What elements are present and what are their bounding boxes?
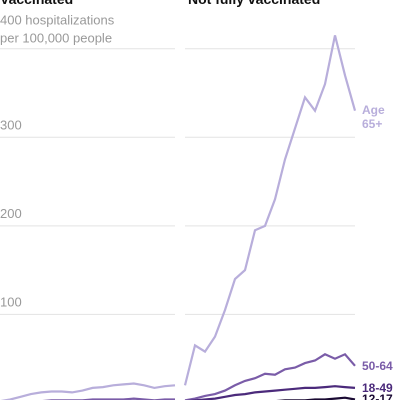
series-line (0, 382, 176, 400)
y-tick-label: 200 (0, 206, 22, 221)
y-tick-label: 100 (0, 294, 22, 309)
panel-title: Vaccinated (0, 0, 73, 7)
y-tick-label: 400 hospitalizations (0, 13, 115, 28)
series-label: Age 65+ (362, 102, 385, 131)
series-label: 12-17 (362, 392, 393, 400)
series-label: 50-64 (362, 358, 393, 373)
series-line (276, 396, 356, 400)
series-line (183, 35, 357, 386)
series-label: 18-49 (362, 380, 393, 395)
series-line (184, 352, 356, 400)
y-tick-label: 300 (0, 117, 22, 132)
panel-title: Not fully vaccinated (188, 0, 320, 7)
series-line (186, 385, 356, 400)
y-axis-label: per 100,000 people (0, 31, 112, 46)
